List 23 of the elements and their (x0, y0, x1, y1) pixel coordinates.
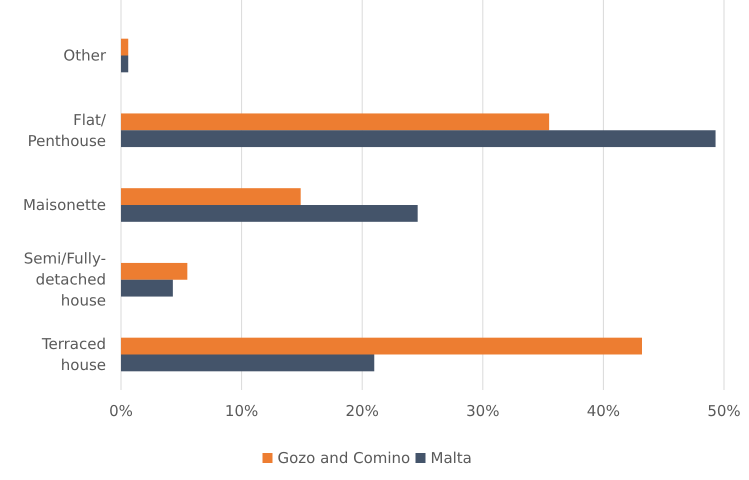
y-tick-label: Flat/ Penthouse (28, 110, 107, 150)
x-tick-label: 30% (466, 402, 500, 420)
y-tick-label: Semi/Fully- detached house (24, 250, 106, 310)
x-tick-label: 20% (346, 402, 379, 420)
bar (121, 56, 128, 72)
bar (121, 38, 128, 56)
y-tick-label: Other (63, 46, 107, 65)
y-tick-label: Maisonette (22, 196, 106, 214)
x-tick-label: 40% (586, 402, 620, 420)
bar (121, 262, 188, 280)
legend-label: Gozo and Comino (278, 449, 410, 467)
x-tick-label: 0% (109, 402, 133, 420)
bar (121, 113, 550, 130)
x-tick-label: 50% (707, 402, 741, 420)
bar (121, 354, 374, 372)
bar (121, 280, 173, 297)
x-tick-label: 10% (224, 402, 258, 420)
bar (121, 130, 716, 148)
bar (121, 205, 418, 222)
bar (121, 338, 642, 354)
y-tick-label: Terraced house (40, 334, 106, 374)
bar (121, 188, 301, 205)
legend-label: Malta (430, 449, 472, 467)
